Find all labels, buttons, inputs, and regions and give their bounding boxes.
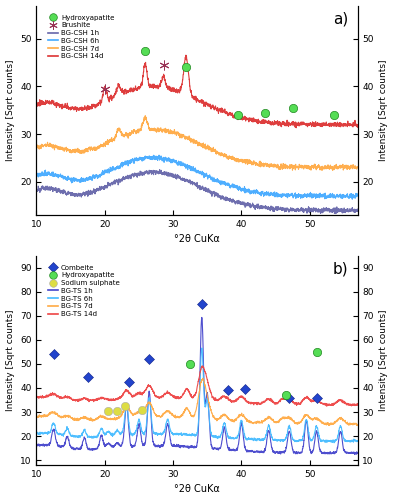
Y-axis label: Intensity [Sqrt counts]: Intensity [Sqrt counts] (6, 310, 15, 411)
Text: a): a) (333, 12, 348, 27)
Text: b): b) (332, 262, 348, 277)
Y-axis label: Intensity [Sqrt counts]: Intensity [Sqrt counts] (379, 60, 388, 161)
Y-axis label: Intensity [Sqrt counts]: Intensity [Sqrt counts] (379, 310, 388, 411)
X-axis label: °2θ CuKα: °2θ CuKα (174, 484, 220, 494)
Y-axis label: Intensity [Sqrt counts]: Intensity [Sqrt counts] (6, 60, 15, 161)
Legend: Combeite, Hydroxyapatite, Sodium sulphate, BG-TS 1h, BG-TS 6h, BG-TS 7d, BG-TS 1: Combeite, Hydroxyapatite, Sodium sulphat… (46, 263, 121, 318)
Legend: Hydroxyapatite, Brushite, BG-CSH 1h, BG-CSH 6h, BG-CSH 7d, BG-CSH 14d: Hydroxyapatite, Brushite, BG-CSH 1h, BG-… (46, 13, 116, 60)
X-axis label: °2θ CuKα: °2θ CuKα (174, 234, 220, 244)
